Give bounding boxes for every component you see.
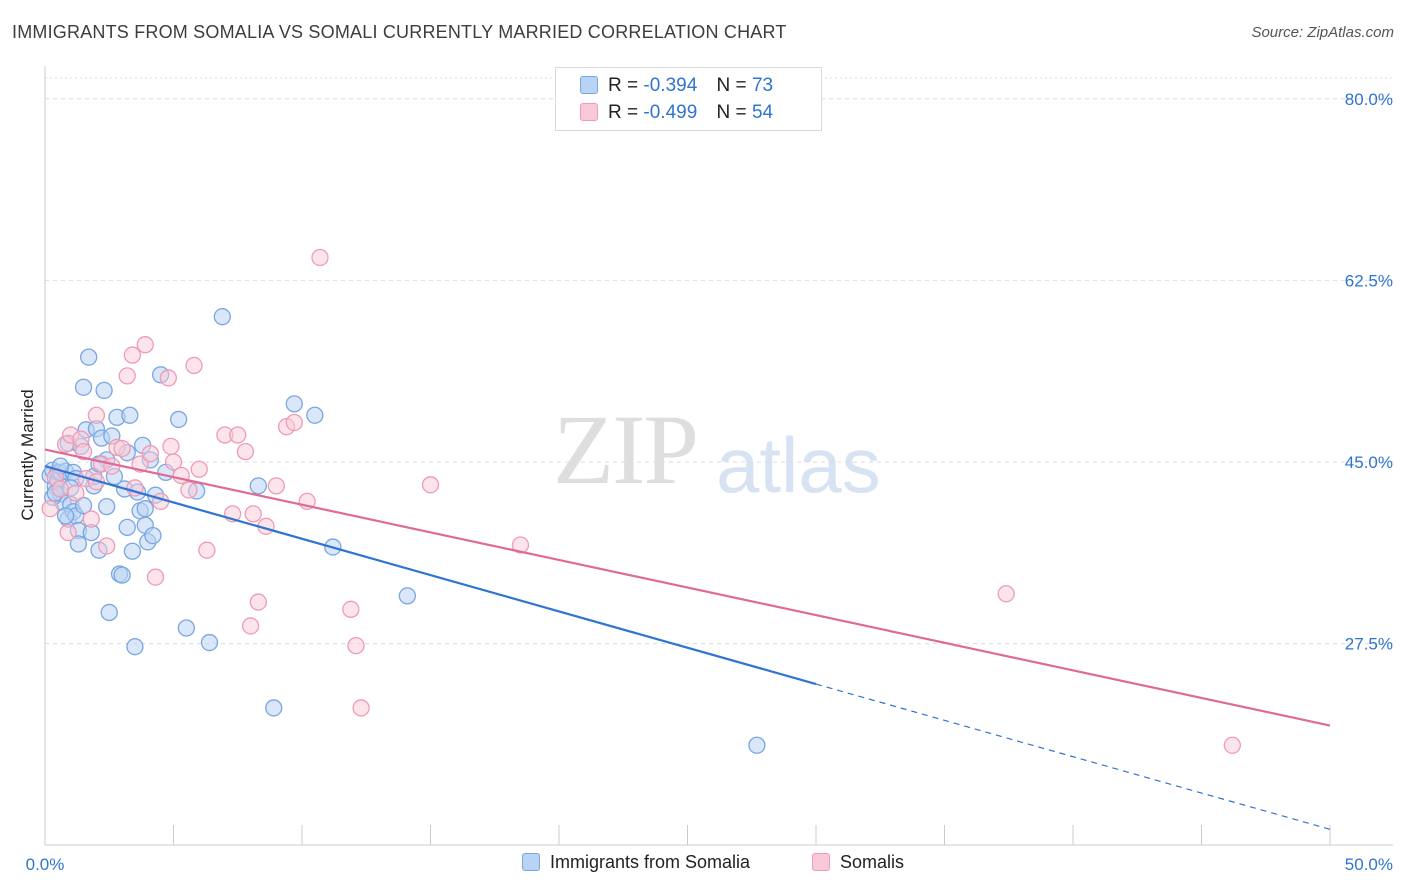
data-point-pink: [67, 484, 85, 502]
legend-n-value-blue: 73: [751, 75, 774, 96]
legend-swatch-blue: [580, 76, 598, 94]
data-point-pink: [162, 437, 180, 456]
data-point-blue: [136, 500, 154, 518]
data-point-blue: [100, 603, 118, 622]
data-point-blue: [748, 736, 766, 754]
trend-lines: [44, 448, 1331, 830]
data-point-pink: [229, 426, 247, 444]
data-point-pink: [51, 480, 70, 498]
data-point-pink: [347, 637, 365, 655]
data-point-pink: [82, 510, 100, 528]
data-point-pink: [267, 477, 285, 495]
data-point-blue: [144, 527, 162, 545]
data-point-pink: [98, 537, 116, 555]
data-point-pink: [41, 500, 59, 518]
data-point-pink: [123, 346, 142, 364]
data-point-pink: [118, 367, 136, 385]
data-point-blue: [123, 542, 142, 560]
data-point-pink: [74, 442, 93, 461]
y-tick-label: 80.0%: [1345, 90, 1393, 109]
legend-item-immigrants-from-somalia[interactable]: Immigrants from Somalia: [522, 852, 750, 873]
trend-line-blue-extension: [815, 683, 1331, 830]
data-point-blue: [398, 587, 417, 605]
data-point-blue: [306, 406, 324, 424]
data-point-blue: [177, 619, 196, 637]
data-point-pink: [352, 699, 370, 717]
data-point-blue: [169, 410, 188, 429]
data-point-blue: [69, 535, 88, 553]
legend-swatch-pink: [580, 103, 598, 121]
data-point-pink: [311, 248, 329, 267]
data-point-pink: [421, 476, 440, 494]
legend-item-somalis[interactable]: Somalis: [812, 852, 904, 873]
x-tick-label: 0.0%: [26, 855, 65, 874]
data-point-blue: [118, 518, 136, 537]
y-tick-label: 45.0%: [1345, 453, 1393, 472]
data-point-blue: [200, 633, 219, 652]
legend-row-pink: R = -0.499 N = 54: [580, 102, 773, 126]
legend-n-label: N =: [716, 102, 747, 123]
axis-layer: [44, 66, 1393, 846]
data-point-pink: [146, 568, 165, 586]
data-point-pink: [1223, 736, 1241, 754]
grid-layer: [45, 77, 1393, 645]
data-point-pink: [241, 617, 260, 635]
data-point-blue: [80, 348, 98, 366]
data-point-blue: [213, 308, 231, 326]
data-point-blue: [126, 638, 144, 656]
data-point-pink: [141, 445, 160, 463]
data-point-pink: [342, 600, 360, 618]
legend-n-value-pink: 54: [751, 102, 774, 123]
legend-row-blue: R = -0.394 N = 73: [580, 75, 773, 99]
data-point-blue: [95, 381, 113, 400]
legend-r-value-pink: -0.499: [643, 102, 698, 123]
data-point-pink: [244, 505, 262, 523]
data-point-blue: [121, 406, 139, 424]
trend-line-pink: [44, 448, 1331, 727]
data-point-pink: [997, 585, 1015, 603]
legend-r-label: R =: [608, 102, 639, 123]
x-tick-label: 50.0%: [1345, 855, 1393, 874]
legend-swatch-blue: [522, 853, 540, 871]
watermark-zip: ZIP: [553, 394, 699, 505]
data-point-blue: [249, 477, 267, 495]
data-point-pink: [236, 442, 255, 461]
legend-label-pink: Somalis: [840, 852, 905, 872]
data-point-pink: [285, 413, 303, 432]
data-point-blue: [113, 566, 131, 584]
data-point-blue: [56, 507, 75, 525]
legend-label-blue: Immigrants from Somalia: [550, 852, 751, 872]
data-point-blue: [265, 699, 283, 717]
data-point-pink: [249, 593, 267, 611]
legend-r-value-blue: -0.394: [643, 75, 698, 96]
source-label: Source: ZipAtlas.com: [1251, 24, 1394, 41]
data-point-pink: [87, 406, 106, 424]
correlation-legend: R = -0.394 N = 73 R = -0.499 N = 54: [555, 67, 822, 131]
data-point-pink: [159, 369, 178, 387]
data-point-pink: [198, 541, 216, 559]
data-point-blue: [285, 395, 303, 413]
series-immigrants-from-somalia: [41, 308, 766, 754]
y-tick-label: 27.5%: [1345, 635, 1393, 654]
tick-labels: 27.5% 45.0% 62.5% 80.0% 0.0% 50.0%: [26, 90, 1393, 874]
trend-line-blue: [44, 465, 817, 686]
data-point-blue: [74, 496, 93, 515]
data-point-pink: [113, 439, 131, 458]
data-point-blue: [98, 497, 116, 516]
legend-r-label: R =: [608, 75, 639, 96]
chart-title: IMMIGRANTS FROM SOMALIA VS SOMALI CURREN…: [12, 22, 787, 42]
data-point-pink: [180, 481, 198, 499]
legend-n-label: N =: [716, 75, 747, 96]
data-point-pink: [136, 336, 154, 354]
data-point-pink: [511, 536, 530, 554]
y-tick-label: 62.5%: [1345, 271, 1393, 290]
legend-swatch-pink: [812, 853, 830, 871]
data-point-pink: [59, 523, 77, 542]
watermark-atlas: atlas: [716, 421, 881, 509]
data-point-blue: [74, 378, 93, 396]
data-point-pink: [185, 356, 203, 375]
data-point-pink: [190, 460, 208, 478]
